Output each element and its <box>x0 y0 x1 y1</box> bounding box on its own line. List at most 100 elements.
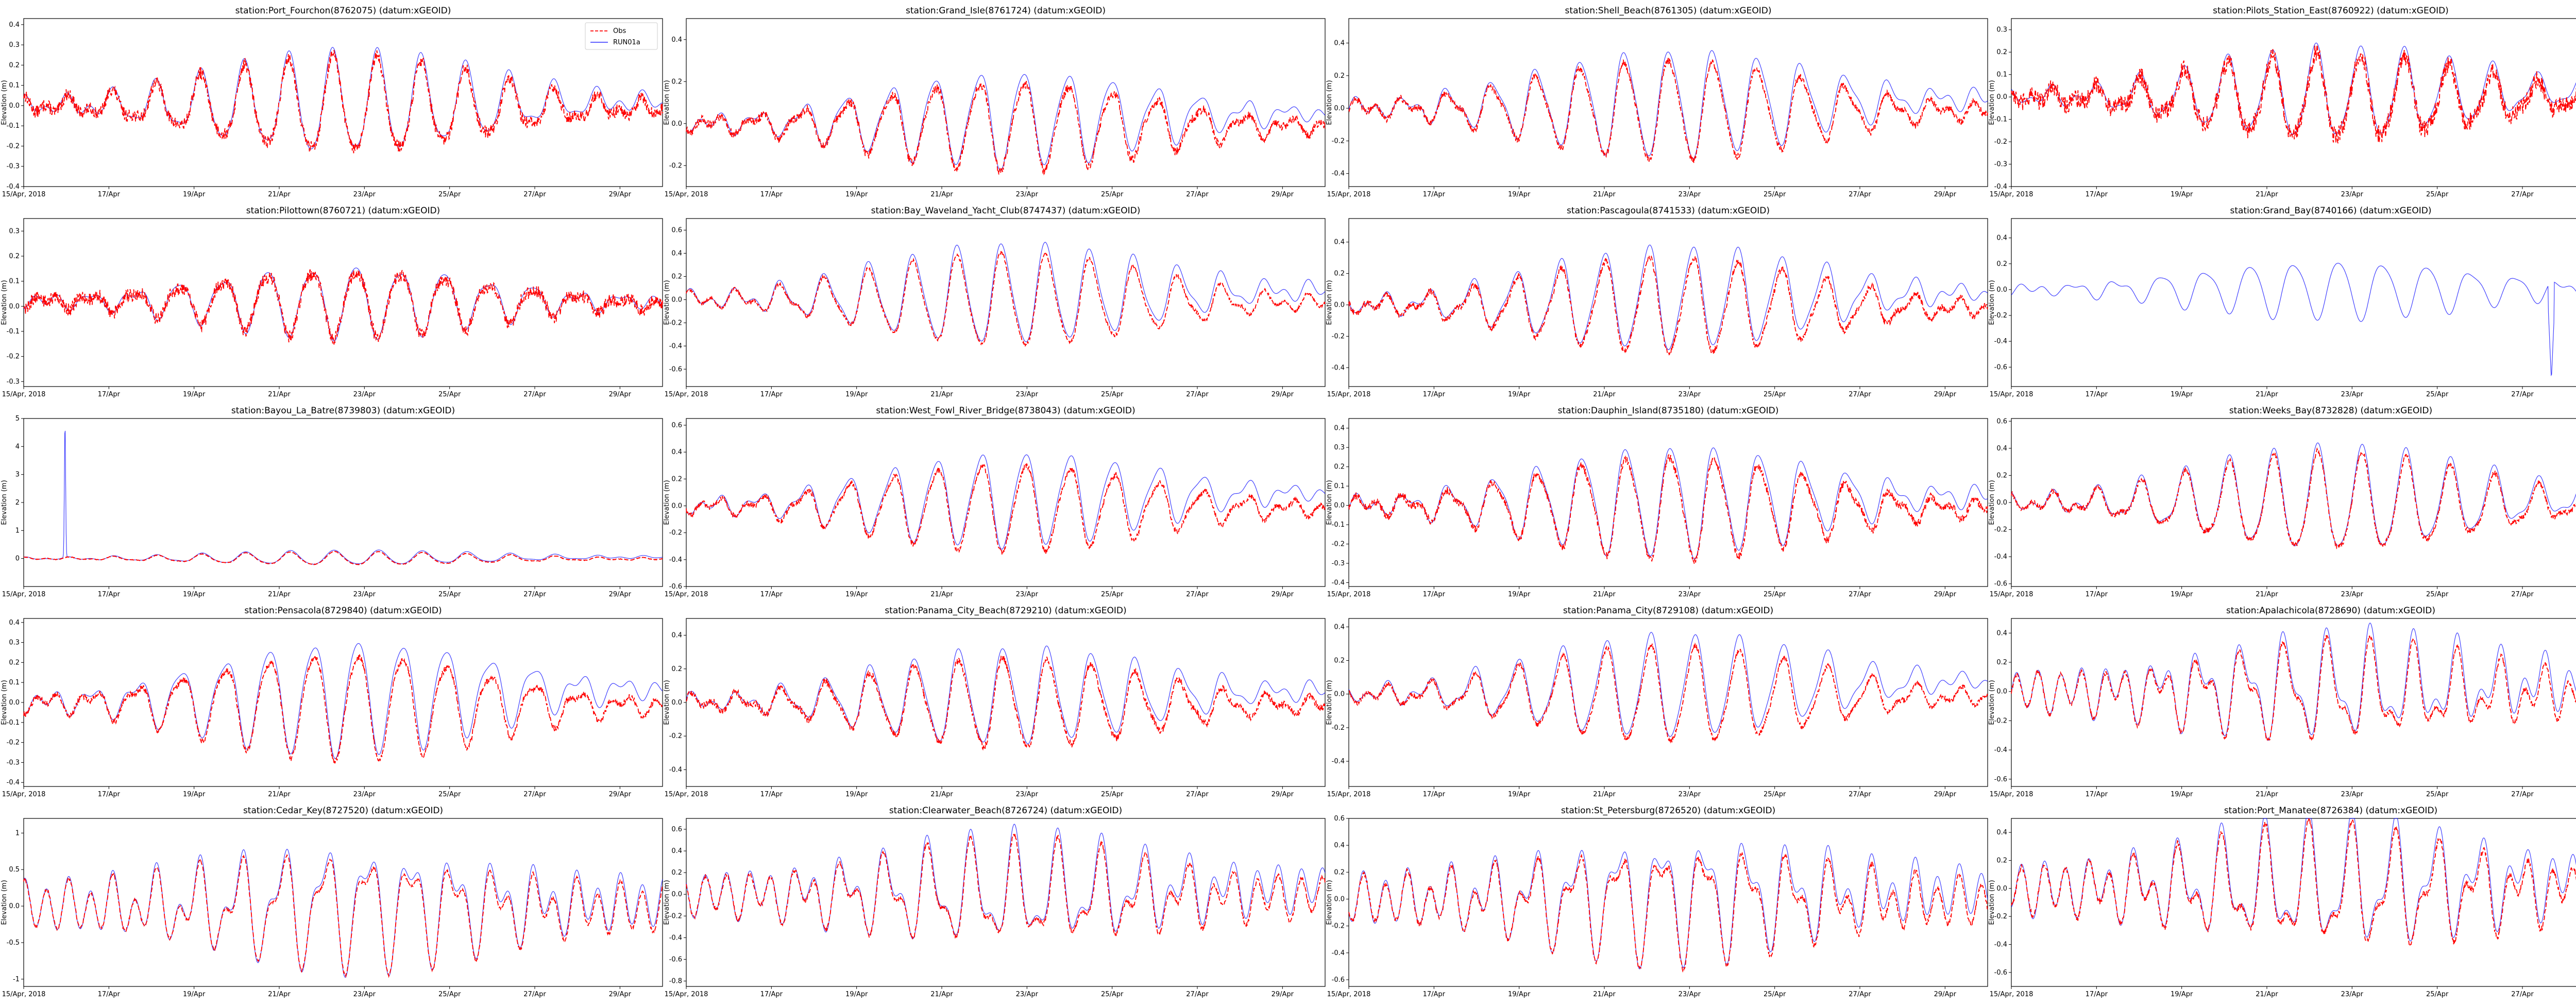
y-axis-label: Elevation (m) <box>1326 680 1333 725</box>
x-tick-label: 23/Apr <box>353 191 376 198</box>
y-tick-label: 0.6 <box>671 826 682 833</box>
axes-frame <box>1348 618 1988 787</box>
model-series-line <box>1348 447 1988 560</box>
y-tick-label: 0.2 <box>671 475 682 483</box>
y-tick-label: 0.4 <box>1996 629 2007 637</box>
y-tick-label: 0.2 <box>671 665 682 673</box>
model-series-line <box>1348 50 1988 159</box>
y-tick-label: 0.0 <box>1334 105 1345 112</box>
panel-title: station:Apalachicola(8728690) (datum:xGE… <box>2226 606 2435 616</box>
y-tick-label: -0.2 <box>7 353 20 361</box>
x-tick-label: 27/Apr <box>1849 791 1871 798</box>
y-tick-label: 0.0 <box>9 699 20 707</box>
y-axis-label: Elevation (m) <box>1988 480 1996 525</box>
y-tick-label: 0.2 <box>9 659 20 666</box>
x-tick-label: 23/Apr <box>1679 591 1701 598</box>
x-tick-label: 21/Apr <box>930 591 953 598</box>
x-tick-label: 29/Apr <box>1934 791 1957 798</box>
x-tick-label: 21/Apr <box>268 191 291 198</box>
x-tick-label: 17/Apr <box>2086 991 2108 998</box>
y-tick-label: -0.2 <box>669 732 682 740</box>
x-tick-label: 21/Apr <box>2256 591 2278 598</box>
y-tick-label: -0.4 <box>7 183 20 191</box>
x-tick-label: 23/Apr <box>1016 791 1039 798</box>
y-tick-label: 0.3 <box>1334 444 1345 451</box>
y-tick-label: 0.0 <box>1996 499 2007 507</box>
axes-frame <box>686 818 1326 987</box>
x-tick-label: 19/Apr <box>845 791 868 798</box>
obs-series-line <box>686 80 1326 176</box>
x-tick-label: 17/Apr <box>1423 191 1446 198</box>
panel-title: station:Dauphin_Island(8735180) (datum:x… <box>1558 406 1779 416</box>
y-tick-label: -0.3 <box>7 759 20 766</box>
x-tick-label: 17/Apr <box>2086 591 2108 598</box>
y-tick-label: 0.2 <box>1996 659 2007 666</box>
y-tick-label: 0.2 <box>1334 657 1345 665</box>
x-tick-label: 15/Apr, 2018 <box>2 791 46 798</box>
y-axis-label: Elevation (m) <box>1 80 8 125</box>
x-tick-label: 15/Apr, 2018 <box>665 791 708 798</box>
y-tick-label: -0.4 <box>669 342 682 350</box>
y-tick-label: -0.6 <box>669 583 682 591</box>
obs-series-line <box>686 833 1326 940</box>
x-tick-label: 17/Apr <box>2086 791 2108 798</box>
x-tick-label: 21/Apr <box>2256 391 2278 398</box>
y-tick-label: 0.0 <box>1334 502 1345 510</box>
y-tick-label: 0.3 <box>1996 26 2007 34</box>
x-tick-label: 25/Apr <box>1764 391 1786 398</box>
y-tick-label: 1 <box>15 527 20 534</box>
y-tick-label: -0.3 <box>7 163 20 171</box>
x-tick-label: 17/Apr <box>760 991 783 998</box>
y-tick-label: 0.4 <box>1996 829 2007 836</box>
x-tick-label: 15/Apr, 2018 <box>665 991 708 998</box>
axes-frame <box>686 218 1326 387</box>
y-tick-label: 0.6 <box>1334 815 1345 823</box>
y-axis-label: Elevation (m) <box>1988 80 1996 125</box>
model-series-line <box>23 430 663 565</box>
x-tick-label: 23/Apr <box>353 391 376 398</box>
y-tick-label: -0.5 <box>7 939 20 947</box>
station-panel: station:Shell_Beach(8761305) (datum:xGEO… <box>1326 6 1988 198</box>
model-series-line <box>1348 843 1988 969</box>
panel-title: station:Bay_Waveland_Yacht_Club(8747437)… <box>871 206 1141 216</box>
y-tick-label: 0.1 <box>1996 71 2007 79</box>
axes-frame <box>2011 218 2576 387</box>
x-tick-label: 25/Apr <box>2426 191 2449 198</box>
x-tick-label: 17/Apr <box>760 591 783 598</box>
x-tick-label: 17/Apr <box>760 191 783 198</box>
model-series-line <box>23 849 663 978</box>
y-tick-label: 0.6 <box>671 422 682 429</box>
axes-frame <box>23 818 663 987</box>
station-panel: station:Pensacola(8729840) (datum:xGEOID… <box>1 606 663 798</box>
y-tick-label: 0.2 <box>671 273 682 280</box>
x-tick-label: 23/Apr <box>1679 991 1701 998</box>
y-tick-label: 0.0 <box>1334 301 1345 309</box>
y-tick-label: 0.6 <box>671 226 682 234</box>
y-tick-label: -0.4 <box>7 779 20 786</box>
y-tick-label: 0.2 <box>1334 270 1345 278</box>
station-panel: station:St_Petersburg(8726520) (datum:xG… <box>1326 806 1988 998</box>
x-tick-label: 23/Apr <box>1016 191 1039 198</box>
panel-title: station:Cedar_Key(8727520) (datum:xGEOID… <box>243 806 443 816</box>
panel-title: station:Port_Manatee(8726384) (datum:xGE… <box>2224 806 2437 816</box>
y-tick-label: 0.0 <box>1996 688 2007 696</box>
station-panel: station:Pilots_Station_East(8760922) (da… <box>1988 6 2576 198</box>
x-tick-label: 15/Apr, 2018 <box>1327 191 1371 198</box>
x-tick-label: 21/Apr <box>1593 191 1616 198</box>
y-tick-label: -0.1 <box>1332 521 1345 529</box>
panel-title: station:Panama_City_Beach(8729210) (datu… <box>885 606 1126 616</box>
station-panel: station:Panama_City_Beach(8729210) (datu… <box>663 606 1326 798</box>
x-tick-label: 21/Apr <box>1593 991 1616 998</box>
x-tick-label: 25/Apr <box>2426 591 2449 598</box>
panel-title: station:Port_Fourchon(8762075) (datum:xG… <box>235 6 451 16</box>
y-tick-label: 0.4 <box>1334 623 1345 631</box>
x-tick-label: 29/Apr <box>1272 791 1294 798</box>
y-tick-label: 0.4 <box>1996 234 2007 242</box>
y-tick-label: -0.6 <box>669 365 682 373</box>
y-tick-label: -0.3 <box>1332 560 1345 567</box>
model-series-line <box>2011 442 2576 546</box>
x-tick-label: 15/Apr, 2018 <box>1990 991 2033 998</box>
y-tick-label: 0.3 <box>9 639 20 647</box>
obs-series-line <box>686 251 1326 347</box>
x-tick-label: 27/Apr <box>1849 391 1871 398</box>
